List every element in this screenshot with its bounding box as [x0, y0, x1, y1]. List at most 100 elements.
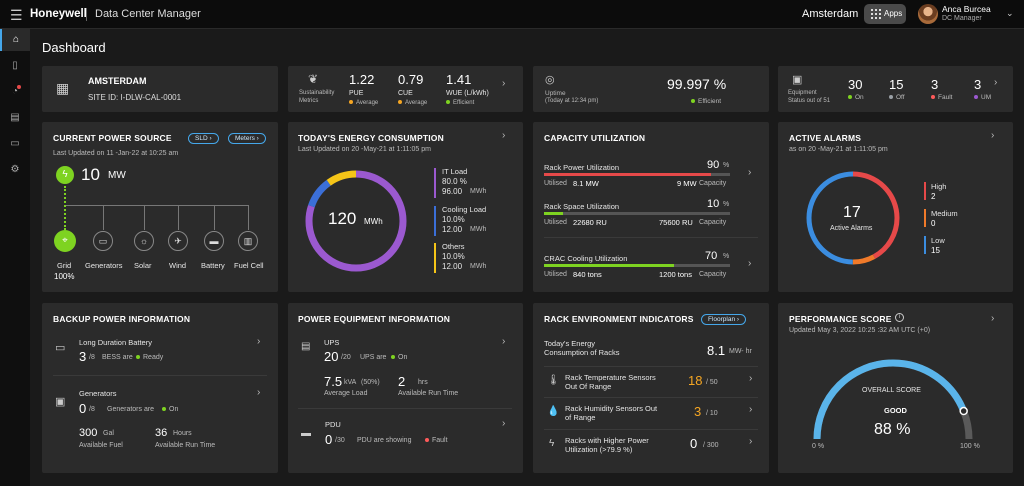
- bell-icon[interactable]: ◔: [0, 81, 30, 103]
- battery-icon[interactable]: ▬: [204, 231, 224, 251]
- site-name: AMSTERDAM: [88, 76, 147, 86]
- power-source-updated: Last Updated on 11 -Jan-22 at 10:25 am: [53, 150, 179, 157]
- sld-button[interactable]: SLD ›: [188, 133, 219, 144]
- battery-label: Long Duration Battery: [79, 338, 152, 347]
- meters-button[interactable]: Meters ›: [228, 133, 266, 144]
- temp-total: / 50: [706, 379, 718, 386]
- apps-label: Apps: [884, 9, 903, 18]
- top-bar: ☰ Honeywell Data Center Manager Amsterda…: [0, 0, 1024, 29]
- utilised-label: Utilised: [544, 219, 567, 226]
- chevron-right-icon[interactable]: ›: [749, 436, 753, 447]
- performance-gauge: [813, 359, 973, 440]
- chevron-right-icon[interactable]: ›: [994, 77, 998, 88]
- uptime-status: Efficient: [698, 98, 722, 105]
- power-source-card: CURRENT POWER SOURCE SLD › Meters › Last…: [42, 122, 278, 292]
- alarms-count: 17: [843, 204, 861, 221]
- cooling-load-pct: 10.0%: [442, 215, 465, 224]
- home-icon[interactable]: ⌂: [0, 29, 30, 51]
- wind-icon[interactable]: ✈: [168, 231, 188, 251]
- chevron-right-icon[interactable]: ›: [991, 313, 995, 324]
- source-solar: Solar: [134, 261, 152, 270]
- runtime-label: Available Run Time: [398, 390, 459, 397]
- chevron-down-icon[interactable]: ⌄: [1006, 8, 1014, 18]
- equip-on-count: 30: [848, 77, 863, 92]
- power-value: 10: [81, 165, 100, 184]
- reports-icon[interactable]: ▤: [10, 112, 20, 123]
- apps-button[interactable]: Apps: [864, 4, 906, 24]
- rack-power-used: 8.1 MW: [573, 179, 599, 188]
- site-selector[interactable]: Amsterdam: [802, 8, 859, 20]
- menu-icon[interactable]: ☰: [10, 7, 23, 23]
- chevron-right-icon[interactable]: ›: [502, 78, 506, 89]
- crac-cap: 1200 tons: [659, 270, 692, 279]
- brand-logo: Honeywell: [30, 8, 87, 20]
- equipment-icon: ▣: [792, 74, 803, 86]
- it-load-val: 96.00: [442, 187, 463, 196]
- info-icon[interactable]: i: [895, 313, 904, 322]
- sustain-label-1: Sustainability: [299, 90, 335, 96]
- rack-power-cap: 9 MW: [677, 179, 697, 188]
- chevron-right-icon[interactable]: ›: [502, 418, 506, 429]
- chevron-right-icon[interactable]: ›: [502, 130, 506, 141]
- rack-env-card: RACK ENVIRONMENT INDICATORS Floorplan › …: [533, 303, 769, 473]
- equipment-card[interactable]: ▣ Equipment Status out of 51 30 On 15 Of…: [778, 66, 1013, 112]
- cooling-load-unit: MWh: [470, 226, 487, 233]
- runtime-label: Available Run Time: [155, 442, 216, 449]
- rack-energy-label-1: Today's Energy: [544, 339, 596, 348]
- chevron-right-icon[interactable]: ›: [749, 404, 753, 415]
- app-name: Data Center Manager: [95, 8, 201, 20]
- power-source-title: CURRENT POWER SOURCE: [53, 133, 172, 143]
- chevron-right-icon[interactable]: ›: [257, 336, 261, 347]
- chevron-right-icon[interactable]: ›: [502, 336, 506, 347]
- chevron-right-icon[interactable]: ›: [748, 258, 752, 269]
- chevron-right-icon[interactable]: ›: [991, 130, 995, 141]
- ups-status: On: [398, 354, 408, 361]
- gauge-marker: [959, 406, 968, 416]
- crac-used: 840 tons: [573, 270, 602, 279]
- gear-icon[interactable]: ⚙: [10, 164, 20, 175]
- capacity-label: Capacity: [699, 219, 727, 226]
- connector: [214, 205, 215, 230]
- grid-label: Grid: [57, 261, 72, 270]
- kva-unit: kVA: [344, 379, 357, 386]
- grid-tower-icon[interactable]: ⌖: [54, 230, 76, 252]
- perf-score: 88 %: [874, 421, 911, 438]
- ups-label: UPS: [324, 338, 340, 347]
- avatar[interactable]: [918, 4, 938, 24]
- cooling-load-bar: [434, 206, 436, 236]
- pdu-count: 0: [325, 432, 333, 447]
- equip-off-count: 15: [889, 77, 904, 92]
- sidebar: ⌂ ▯ ◔ ▤ ▭ ⚙: [0, 29, 30, 486]
- rack-power-fill: [544, 173, 712, 176]
- alarms-card: ACTIVE ALARMS › as on 20 -May-21 at 1:11…: [778, 122, 1013, 292]
- lightning-icon: ϟ: [56, 166, 74, 184]
- perf-title: PERFORMANCE SCORE: [789, 314, 892, 324]
- sustainability-card[interactable]: ❦ Sustainability Metrics 1.22 PUE Averag…: [288, 66, 523, 112]
- equipment-label-1: Equipment: [788, 90, 817, 96]
- document-icon[interactable]: ▭: [10, 138, 20, 149]
- humidity-label-2: of Range: [565, 413, 596, 422]
- gen-status: On: [169, 406, 179, 413]
- building-icon: ▦: [56, 80, 70, 96]
- alarms-title: ACTIVE ALARMS: [789, 133, 862, 143]
- it-load-bar: [434, 168, 436, 198]
- uptime-value: 99.997 %: [667, 76, 727, 92]
- donut-segment-others: [305, 170, 407, 272]
- device-icon[interactable]: ▯: [12, 60, 18, 71]
- generator-icon[interactable]: ▭: [93, 231, 113, 251]
- chevron-right-icon[interactable]: ›: [748, 167, 752, 178]
- pct-unit: %: [723, 201, 730, 208]
- meters-label: Meters: [235, 135, 255, 142]
- floorplan-button[interactable]: Floorplan ›: [701, 314, 747, 325]
- wue-label: WUE (L/kWh): [446, 90, 489, 97]
- chevron-right-icon[interactable]: ›: [257, 387, 261, 398]
- rack-space-fill: [544, 212, 563, 215]
- power-total: / 300: [703, 442, 719, 449]
- solar-icon[interactable]: ☼: [134, 231, 154, 251]
- chevron-right-icon[interactable]: ›: [749, 373, 753, 384]
- fuel-cell-icon[interactable]: ▥: [238, 231, 258, 251]
- rack-space-name: Rack Space Utilization: [544, 202, 620, 211]
- alarm-ring-medium: [806, 171, 900, 265]
- capacity-title: CAPACITY UTILIZATION: [544, 133, 646, 143]
- equip-fault-label: Fault: [938, 94, 953, 101]
